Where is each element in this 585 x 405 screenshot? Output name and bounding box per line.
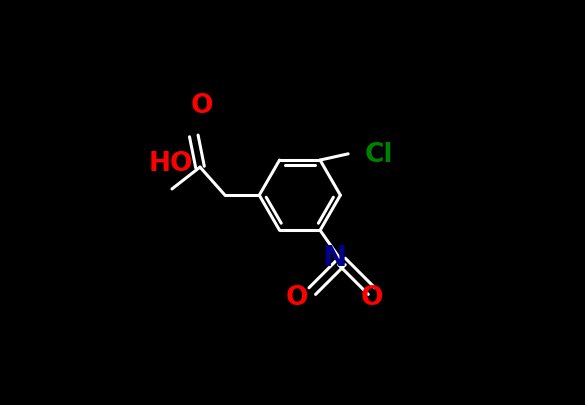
Text: O: O xyxy=(285,285,308,311)
Text: O: O xyxy=(360,285,383,311)
Text: Cl: Cl xyxy=(365,142,394,168)
Text: O: O xyxy=(190,93,213,119)
Text: HO: HO xyxy=(148,151,192,177)
Text: N: N xyxy=(322,243,346,271)
